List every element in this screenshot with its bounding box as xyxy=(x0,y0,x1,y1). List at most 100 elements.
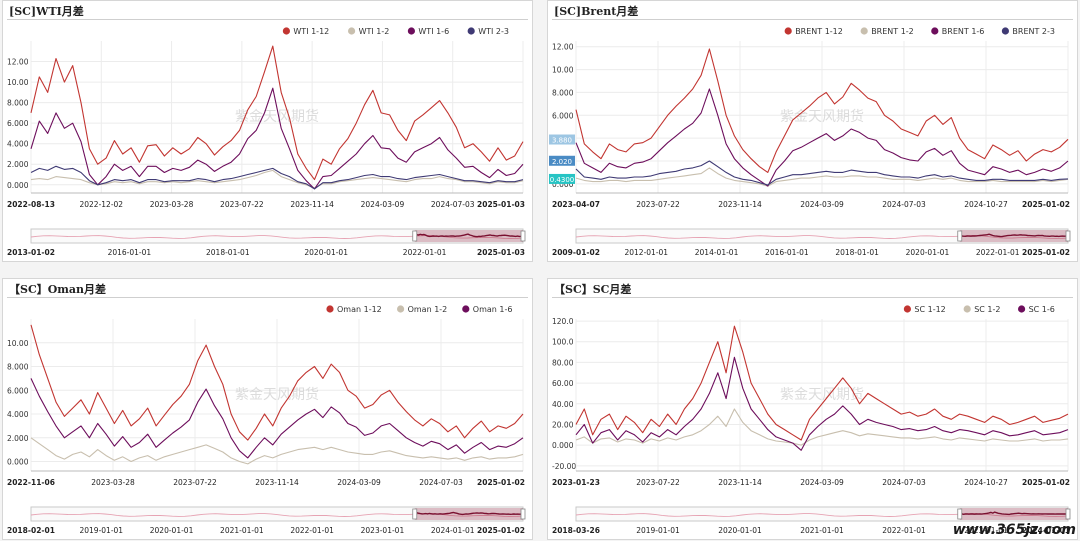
navigator-tick-label: 2022-01-01 xyxy=(976,248,1020,257)
legend-label: BRENT 1-12 xyxy=(795,27,843,36)
navigator-tick-label: 2012-01-01 xyxy=(624,248,668,257)
x-tick-label: 2024-03-09 xyxy=(361,200,405,209)
series-line xyxy=(575,88,1069,187)
x-tick-label: 2023-11-14 xyxy=(290,200,334,209)
series-line xyxy=(30,378,524,459)
legend-label: Oman 1-6 xyxy=(473,305,513,314)
legend-label: BRENT 2-3 xyxy=(1012,27,1055,36)
x-tick-label: 2023-07-22 xyxy=(220,200,264,209)
navigator-line xyxy=(575,513,1069,518)
end-value-label: 0.4300 xyxy=(550,176,575,184)
navigator-tick-label: 2019-01-01 xyxy=(79,526,123,535)
y-tick-label: 8.000 xyxy=(7,363,29,372)
navigator-tick-label: 2024-01-01 xyxy=(431,526,475,535)
legend-label: WTI 2-3 xyxy=(478,27,509,36)
x-tick-label: 2024-03-09 xyxy=(800,478,844,487)
x-tick-label: 2022-12-02 xyxy=(79,200,123,209)
x-tick-label: 2023-03-28 xyxy=(91,478,135,487)
y-tick-label: 6.000 xyxy=(7,386,29,395)
y-tick-label: 0.000 xyxy=(552,180,574,189)
x-range-label: 2025-01-02 xyxy=(1022,478,1070,487)
legend-marker xyxy=(963,305,971,313)
x-tick-label: 2024-03-09 xyxy=(337,478,381,487)
y-tick-label: 8.000 xyxy=(7,99,29,108)
legend-label: SC 1-6 xyxy=(1029,305,1055,314)
legend-label: Oman 1-2 xyxy=(408,305,448,314)
y-tick-label: 0.000 xyxy=(7,458,29,467)
y-tick-label: 100.0 xyxy=(552,338,574,347)
panel-title: 【SC】Oman月差 xyxy=(9,283,107,296)
navigator-tick-label: 2025-01-02 xyxy=(1022,248,1070,257)
panel-brent: [SC]Brent月差 BRENT 2-3 BRENT 1-6 BRENT 1-2 B… xyxy=(547,0,1078,262)
legend-marker xyxy=(1018,305,1026,313)
y-tick-label: 20.00 xyxy=(552,420,574,429)
title-divider xyxy=(7,297,528,298)
chart-overlay-brand: 紫金天风期货 xyxy=(780,386,864,403)
x-range-label: 2025-01-02 xyxy=(477,478,525,487)
navigator-tick-label: 2022-01-01 xyxy=(882,526,926,535)
series-line xyxy=(575,160,1069,186)
wti-spread-chart: WTI 2-3 WTI 1-6 WTI 1-2 WTI 1-12 0.000 2.000 4… xyxy=(7,27,526,257)
legend-label: SC 1-12 xyxy=(914,305,945,314)
navigator-selection xyxy=(414,230,523,242)
navigator-handle-right xyxy=(520,508,526,520)
navigator-handle-right xyxy=(1065,230,1071,242)
navigator-tick-label: 2021-01-01 xyxy=(800,526,844,535)
series-line xyxy=(575,48,1069,173)
navigator-selected-line xyxy=(414,511,524,516)
navigator-selection xyxy=(959,230,1068,242)
x-tick-label: 2024-07-03 xyxy=(882,478,926,487)
x-range-label: 2022-11-06 xyxy=(7,478,55,487)
navigator-tick-label: 2009-01-02 xyxy=(552,248,600,257)
navigator-handle-right xyxy=(1065,508,1071,520)
x-tick-label: 2024-03-09 xyxy=(800,200,844,209)
navigator-selected-line xyxy=(414,233,524,238)
legend-marker xyxy=(348,27,356,35)
legend-label: WTI 1-2 xyxy=(359,27,390,36)
legend-label: Oman 1-12 xyxy=(337,305,382,314)
y-tick-label: 10.00 xyxy=(7,78,29,87)
legend-marker xyxy=(467,27,475,35)
navigator-tick-label: 2022-01-01 xyxy=(290,526,334,535)
x-range-label: 2022-08-13 xyxy=(7,200,55,209)
oman-spread-chart: Oman 1-6 Oman 1-2 Oman 1-12 0.000 2.000 4.000… xyxy=(7,305,526,535)
series-line xyxy=(575,325,1069,441)
x-range-label: 2025-01-02 xyxy=(1022,200,1070,209)
end-value-badge xyxy=(549,155,575,166)
end-value-badge xyxy=(549,134,575,145)
x-tick-label: 2023-11-14 xyxy=(718,478,762,487)
navigator-selected-line xyxy=(959,233,1069,238)
navigator-tick-label: 2022-01-01 xyxy=(403,248,447,257)
x-range-label: 2023-04-07 xyxy=(552,200,600,209)
navigator-tick-label: 2025-01-03 xyxy=(477,248,525,257)
legend-label: BRENT 1-2 xyxy=(871,27,914,36)
x-tick-label: 2023-11-14 xyxy=(255,478,299,487)
x-tick-label: 2024-10-27 xyxy=(964,200,1008,209)
x-range-label: 2023-01-23 xyxy=(552,478,600,487)
navigator-tick-label: 2018-02-01 xyxy=(7,526,55,535)
chart-overlay-brand: 紫金天风期货 xyxy=(235,386,319,403)
navigator-handle-right xyxy=(520,230,526,242)
navigator-tick-label: 2014-01-01 xyxy=(695,248,739,257)
panel-oman: 【SC】Oman月差 Oman 1-6 Oman 1-2 Oman 1-12 0.00… xyxy=(2,278,533,540)
series-line xyxy=(30,324,524,441)
chart-overlay-brand: 紫金天风期货 xyxy=(780,108,864,125)
navigator-tick-label: 2020-01-01 xyxy=(150,526,194,535)
x-tick-label: 2024-10-27 xyxy=(964,478,1008,487)
navigator-handle-left xyxy=(957,508,963,520)
y-tick-label: 120.0 xyxy=(552,317,574,326)
x-tick-label: 2023-07-22 xyxy=(173,478,217,487)
y-tick-label: 0.000 xyxy=(7,181,29,190)
series-line xyxy=(30,45,524,181)
legend-marker xyxy=(860,27,868,35)
legend-marker xyxy=(462,305,470,313)
x-tick-label: 2024-07-03 xyxy=(882,200,926,209)
legend-marker xyxy=(282,27,290,35)
title-divider xyxy=(552,297,1073,298)
y-tick-label: 4.000 xyxy=(7,140,29,149)
x-tick-label: 2024-07-03 xyxy=(419,478,463,487)
x-tick-label: 2023-07-22 xyxy=(636,200,680,209)
y-tick-label: 80.00 xyxy=(552,358,574,367)
end-value-label: 3.880 xyxy=(552,137,572,145)
navigator-tick-label: 2020-01-01 xyxy=(304,248,348,257)
